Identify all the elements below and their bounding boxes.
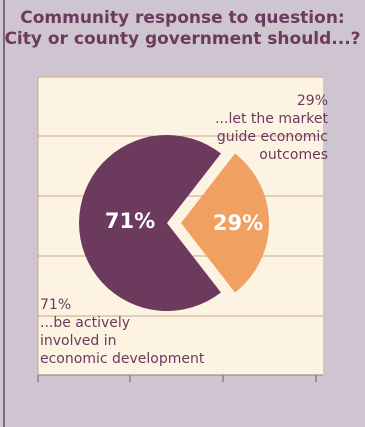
annotation-29-value: 29% [296, 93, 328, 109]
slice-label-29: 29% [213, 211, 263, 235]
annotation-71-line-1: ...be actively [40, 315, 131, 331]
annotation-71-line-3: economic development [40, 351, 205, 367]
slice-label-71: 71% [105, 209, 155, 233]
chart-title: Community response to question: [20, 8, 345, 28]
annotation-29-line-1: ...let the market [215, 111, 328, 127]
annotation-29-line-3: outcomes [259, 147, 328, 163]
pie-slice-71 [78, 135, 221, 311]
pie-slice-29 [181, 153, 269, 293]
chart-subtitle: City or county government should...? [4, 29, 361, 49]
annotation-71-line-2: involved in [40, 333, 117, 349]
annotation-29-line-2: guide economic [216, 129, 328, 145]
annotation-71: 71% ...be actively involved in economic … [40, 296, 204, 368]
left-border-rule [3, 0, 5, 427]
annotation-71-value: 71% [40, 297, 72, 313]
annotation-29: 29% ...let the market guide economic out… [215, 92, 328, 164]
